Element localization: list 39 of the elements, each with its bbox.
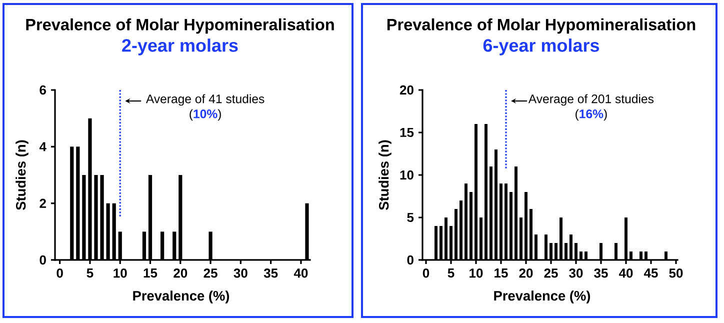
x-tick-label: 25: [544, 268, 558, 278]
x-tick-label: 20: [174, 268, 188, 278]
y-tick-label: 20: [400, 85, 414, 95]
chart-subtitle: 6-year molars: [483, 38, 600, 56]
x-tick-label: 0: [56, 268, 63, 278]
chart-title: Prevalence of Molar Hypomineralisation: [387, 18, 696, 34]
x-tick-label: 50: [669, 268, 683, 278]
ref-line-label: Average of 41 studies (10%): [146, 94, 264, 121]
chart-title: Prevalence of Molar Hypomineralisation: [26, 18, 334, 34]
x-tick-label: 30: [234, 268, 248, 278]
x-tick-label: 10: [470, 268, 483, 278]
x-tick-label: 0: [422, 268, 430, 278]
x-tick-label: 25: [204, 268, 218, 278]
x-tick-label: 45: [644, 268, 658, 278]
x-tick-label: 15: [144, 268, 158, 278]
x-tick-label: 35: [594, 268, 608, 278]
y-tick-label: 0: [40, 255, 46, 265]
y-tick-label: 2: [40, 198, 46, 208]
x-tick-label: 40: [294, 268, 308, 278]
x-tick-label: 20: [519, 268, 533, 278]
y-tick-label: 6: [40, 85, 46, 95]
y-tick-label: 0: [407, 255, 414, 265]
y-tick-label: 15: [400, 128, 414, 138]
chart-subtitle: 2-year molars: [122, 38, 238, 56]
x-axis-title: Prevalence (%): [133, 290, 230, 304]
y-tick-label: 10: [400, 170, 414, 180]
x-tick-label: 5: [448, 268, 454, 278]
y-tick-label: 5: [407, 212, 414, 222]
x-tick-label: 35: [264, 268, 278, 278]
x-tick-label: 30: [569, 268, 583, 278]
y-axis-title: Studies (n): [378, 140, 392, 210]
y-axis-title: Studies (n): [16, 140, 28, 210]
x-tick-label: 5: [86, 268, 94, 278]
x-tick-label: 40: [618, 268, 633, 278]
x-axis-title: Prevalence (%): [494, 290, 590, 304]
ref-line-label: Average of 201 studies (16%): [528, 94, 654, 121]
x-tick-label: 15: [494, 268, 508, 278]
y-tick-label: 4: [39, 142, 46, 152]
x-tick-label: 10: [114, 268, 127, 278]
